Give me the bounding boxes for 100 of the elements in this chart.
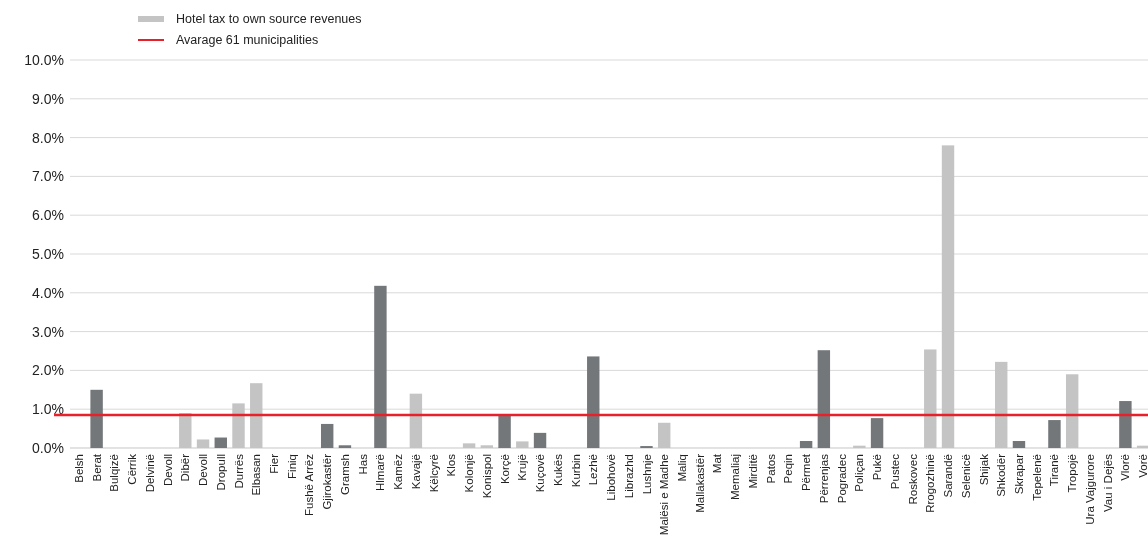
x-tick-label: Shijak bbox=[977, 453, 990, 486]
x-tick-label: Bulqizë bbox=[108, 454, 121, 492]
y-tick-label: 2.0% bbox=[32, 362, 64, 379]
y-tick-label: 6.0% bbox=[32, 207, 64, 224]
x-tick-label: Librazhd bbox=[622, 454, 635, 499]
x-tick-label: Skrapar bbox=[1012, 453, 1025, 495]
x-tick-label: Delvinë bbox=[143, 454, 156, 493]
bar bbox=[196, 439, 210, 448]
bar bbox=[374, 285, 387, 448]
bar bbox=[320, 423, 334, 448]
x-tick-label: Devoll bbox=[197, 454, 210, 486]
x-tick-label: Kavajë bbox=[409, 454, 422, 490]
x-tick-label: Cërrik bbox=[126, 453, 139, 485]
x-tick-label: Sarandë bbox=[942, 454, 955, 498]
x-tick-label: Pukë bbox=[871, 454, 884, 481]
x-tick-label: Konispol bbox=[480, 454, 493, 499]
x-tick-label: Malësi e Madhe bbox=[658, 454, 671, 536]
x-tick-label: Kurbin bbox=[569, 454, 582, 488]
y-tick-label: 9.0% bbox=[32, 90, 64, 107]
legend-label: Avarage 61 municipalities bbox=[176, 33, 319, 48]
bar bbox=[214, 437, 227, 448]
x-tick-label: Belsh bbox=[72, 454, 85, 483]
bar bbox=[658, 422, 671, 448]
x-tick-label: Patos bbox=[764, 453, 777, 484]
x-tick-label: Ura Vajgurore bbox=[1083, 454, 1096, 525]
x-tick-label: Pogradec bbox=[835, 453, 848, 504]
bar bbox=[995, 361, 1008, 448]
x-tick-label: Mat bbox=[711, 453, 724, 474]
x-tick-label: Has bbox=[356, 453, 369, 475]
x-tick-label: Rrogozhinë bbox=[924, 454, 937, 513]
x-tick-label: Tropojë bbox=[1066, 454, 1079, 493]
bar bbox=[533, 432, 547, 448]
bar bbox=[90, 389, 103, 448]
x-tick-label: Kukës bbox=[551, 453, 564, 486]
x-tick-label: Tepelenë bbox=[1030, 454, 1043, 501]
bar bbox=[941, 145, 955, 448]
x-tick-label: Lezhë bbox=[587, 454, 600, 486]
bar bbox=[799, 441, 813, 448]
x-tick-label: Kuçovë bbox=[534, 454, 547, 493]
y-tick-label: 5.0% bbox=[32, 245, 64, 262]
x-tick-label: Kolonjë bbox=[463, 454, 476, 493]
x-tick-label: Tiranë bbox=[1048, 454, 1061, 487]
bar bbox=[338, 445, 352, 448]
x-tick-label: Krujë bbox=[516, 454, 529, 481]
x-tick-label: Peqin bbox=[782, 454, 795, 484]
x-tick-label: Devoll bbox=[161, 454, 174, 486]
x-tick-label: Përrenjas bbox=[817, 453, 830, 504]
bar bbox=[1048, 420, 1061, 448]
bar bbox=[250, 383, 263, 448]
bar bbox=[587, 356, 600, 448]
x-tick-label: Maliq bbox=[675, 454, 688, 482]
x-tick-label: Roskovec bbox=[906, 453, 919, 505]
bar bbox=[409, 393, 423, 448]
bar bbox=[924, 349, 937, 448]
x-tick-label: Memaliaj bbox=[729, 454, 742, 501]
bar bbox=[516, 441, 529, 448]
bar bbox=[480, 445, 494, 448]
bar bbox=[179, 413, 192, 448]
y-tick-label: 8.0% bbox=[32, 129, 64, 146]
x-tick-label: Korçë bbox=[498, 454, 511, 485]
bar bbox=[232, 403, 245, 448]
y-tick-label: 4.0% bbox=[32, 284, 64, 301]
legend-label: Hotel tax to own source revenues bbox=[176, 12, 362, 27]
bar bbox=[853, 445, 866, 448]
x-tick-label: Pustec bbox=[888, 453, 901, 490]
x-tick-label: Berat bbox=[90, 453, 103, 482]
bar bbox=[1012, 441, 1026, 448]
x-tick-label: Fier bbox=[268, 453, 281, 474]
x-tick-label: Vau i Dejës bbox=[1101, 453, 1114, 512]
x-tick-label: Vlorë bbox=[1119, 454, 1132, 481]
x-tick-label: Kamëz bbox=[392, 453, 405, 490]
x-tick-label: Dibër bbox=[179, 453, 192, 482]
x-tick-label: Mirditë bbox=[746, 454, 759, 489]
x-tick-label: Lushnje bbox=[640, 454, 653, 495]
x-tick-label: Elbasan bbox=[250, 454, 263, 496]
bar bbox=[817, 350, 831, 448]
y-tick-label: 1.0% bbox=[32, 401, 64, 418]
x-tick-label: Këlcyrë bbox=[427, 454, 440, 493]
y-tick-label: 10.0% bbox=[24, 51, 64, 68]
x-tick-label: Fushë Arrëz bbox=[303, 453, 316, 516]
bar bbox=[1065, 374, 1079, 448]
x-tick-label: Vorë bbox=[1137, 454, 1148, 478]
x-tick-label: Përmet bbox=[800, 453, 813, 492]
bar bbox=[462, 443, 476, 448]
x-tick-label: Poliçan bbox=[853, 454, 866, 492]
x-tick-label: Hlmarë bbox=[374, 454, 387, 492]
x-tick-label: Finiq bbox=[285, 454, 298, 479]
x-tick-label: Mallakastër bbox=[693, 453, 706, 513]
y-tick-label: 0.0% bbox=[32, 439, 64, 456]
x-tick-label: Klos bbox=[445, 453, 458, 477]
x-tick-label: Selenicë bbox=[959, 454, 972, 499]
bar bbox=[1119, 401, 1132, 448]
y-tick-label: 7.0% bbox=[32, 168, 64, 185]
x-tick-label: Libohovë bbox=[605, 454, 618, 501]
bar bbox=[498, 414, 511, 448]
x-tick-label: Gramsh bbox=[338, 454, 351, 495]
x-tick-label: Shkodër bbox=[995, 453, 1008, 497]
x-tick-label: Dropull bbox=[214, 454, 227, 491]
y-tick-label: 3.0% bbox=[32, 323, 64, 340]
bar bbox=[870, 418, 884, 448]
